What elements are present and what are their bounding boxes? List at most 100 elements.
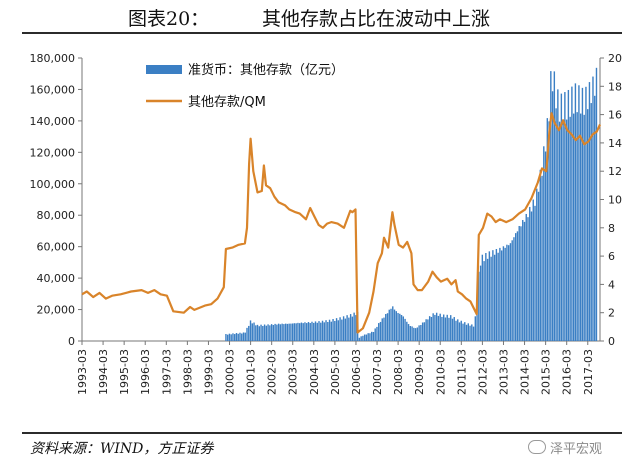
bar <box>272 324 275 341</box>
bar <box>298 323 301 341</box>
x-tick-label: 2007-03 <box>371 349 384 395</box>
bar <box>437 315 440 341</box>
bar <box>300 322 303 341</box>
bar <box>330 321 333 341</box>
bar <box>451 318 454 341</box>
wechat-icon <box>528 440 546 454</box>
bar <box>548 121 550 342</box>
bar <box>353 312 355 341</box>
bar <box>558 121 561 341</box>
bar <box>576 112 578 341</box>
x-tick-label: 1994-03 <box>97 349 110 395</box>
bar <box>230 334 232 341</box>
bar <box>427 319 429 341</box>
bar <box>393 309 396 341</box>
bar <box>228 333 231 341</box>
right-tick-label: 18 <box>608 80 622 93</box>
bar <box>392 306 394 341</box>
left-tick-label: 40,000 <box>37 272 76 285</box>
bar <box>462 323 464 341</box>
bar <box>386 313 389 341</box>
bar <box>495 248 498 341</box>
bar <box>420 324 422 341</box>
bar <box>286 323 289 341</box>
x-tick-label: 2008-03 <box>392 349 405 395</box>
right-tick-label: 16 <box>608 109 622 122</box>
bar <box>541 175 543 341</box>
source-note: 资料来源：WIND，方正证券 <box>30 441 214 457</box>
watermark-text: 泽平宏观 <box>550 442 603 457</box>
x-tick-label: 2004-03 <box>308 349 321 395</box>
bar <box>458 322 461 341</box>
bar <box>339 317 341 341</box>
left-tick-label: 160,000 <box>30 83 76 96</box>
right-tick-label: 14 <box>608 137 622 150</box>
bar <box>587 109 589 341</box>
bar <box>372 331 375 341</box>
bar <box>267 324 269 341</box>
x-tick-label: 2015-03 <box>540 349 553 395</box>
right-tick-label: 12 <box>608 165 622 178</box>
x-tick-label: 2017-03 <box>582 349 595 395</box>
bar <box>493 254 496 341</box>
bar <box>469 325 471 341</box>
left-tick-label: 140,000 <box>30 115 76 128</box>
x-tick-label: 1998-03 <box>181 349 194 395</box>
bar <box>483 261 485 341</box>
right-tick-label: 6 <box>608 250 615 263</box>
bar <box>244 332 246 341</box>
x-tick-label: 2010-03 <box>434 349 447 395</box>
bar <box>572 113 575 341</box>
bar <box>560 93 563 341</box>
bar <box>581 87 584 342</box>
bar <box>313 322 315 341</box>
bar <box>525 213 527 341</box>
x-tick-label: 2011-03 <box>455 349 468 395</box>
bottom-rule <box>22 432 622 434</box>
bar <box>594 95 596 341</box>
bar <box>536 188 538 341</box>
bar <box>471 324 473 341</box>
bar <box>543 146 545 341</box>
bar <box>258 326 261 341</box>
bar <box>472 326 475 341</box>
legend-line-label: 其他存款/QM <box>188 95 266 110</box>
bar <box>448 317 450 341</box>
bar <box>306 323 308 341</box>
bar <box>400 314 403 341</box>
bar <box>341 319 343 341</box>
bar <box>283 324 285 341</box>
bar <box>348 317 350 341</box>
bar <box>226 334 229 341</box>
x-tick-label: 2005-03 <box>329 349 342 395</box>
x-tick-label: 1995-03 <box>118 349 131 395</box>
bar <box>365 334 368 341</box>
bar <box>249 320 252 341</box>
right-tick-label: 0 <box>608 335 615 348</box>
legend: 准货币：其他存款（亿元） 其他存款/QM <box>146 62 344 110</box>
bar <box>537 191 540 341</box>
bar <box>509 243 512 341</box>
bar <box>276 324 278 341</box>
x-tick-label: 2009-03 <box>413 349 426 395</box>
bar <box>251 323 253 341</box>
bar <box>297 322 299 341</box>
bar <box>378 323 380 341</box>
left-tick-label: 100,000 <box>30 178 76 191</box>
bar <box>453 317 455 341</box>
x-tick-label: 2012-03 <box>476 349 489 395</box>
x-tick-label: 1993-03 <box>76 349 89 395</box>
bar <box>421 322 424 341</box>
bar <box>455 320 457 341</box>
bar <box>293 323 296 341</box>
bar <box>256 324 259 341</box>
bar <box>381 318 383 341</box>
bar <box>248 325 250 341</box>
bar <box>574 83 577 341</box>
bar <box>425 319 427 341</box>
bar <box>363 334 366 341</box>
bar <box>413 327 415 341</box>
bar <box>239 332 241 341</box>
bar <box>502 246 505 341</box>
right-tick-label: 8 <box>608 222 615 235</box>
